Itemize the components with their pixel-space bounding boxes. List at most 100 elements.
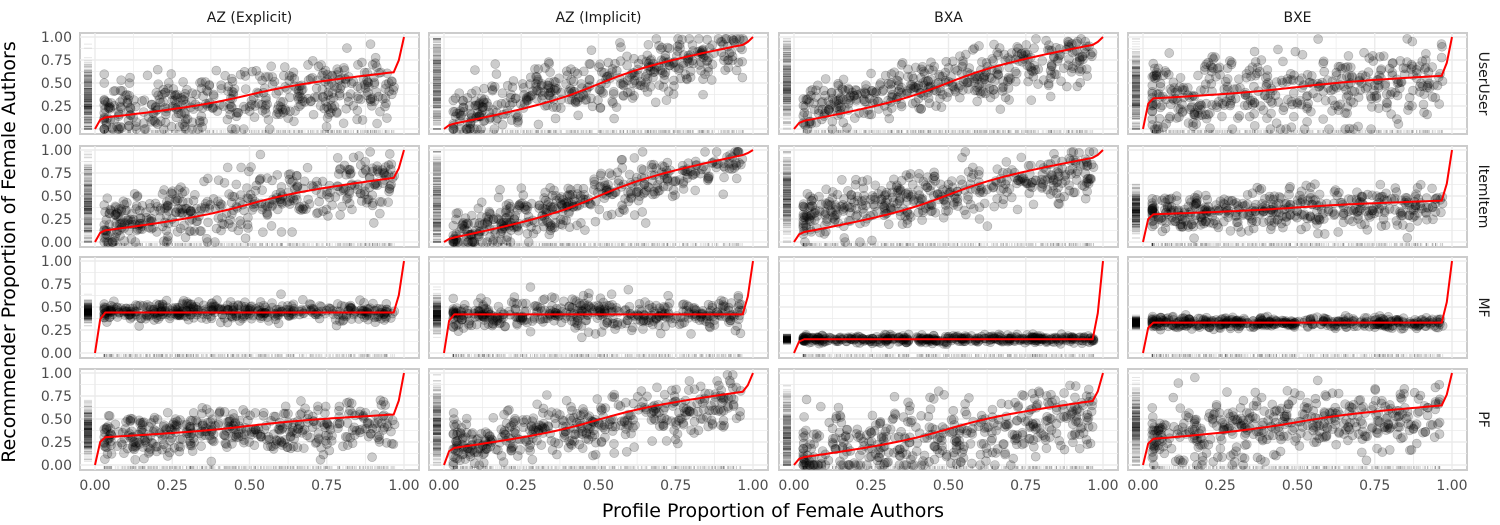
data-point	[327, 88, 338, 98]
data-point	[1249, 120, 1260, 131]
data-point	[149, 116, 160, 126]
data-point	[1252, 68, 1262, 79]
data-point	[195, 117, 205, 128]
data-point	[308, 109, 319, 120]
data-point	[979, 72, 989, 83]
data-point	[332, 107, 342, 117]
data-point	[227, 102, 237, 112]
data-point	[318, 92, 329, 102]
data-point	[586, 45, 597, 56]
data-point	[315, 101, 326, 111]
data-point	[733, 57, 744, 68]
data-point	[1242, 100, 1253, 111]
data-point	[284, 75, 295, 86]
data-point	[1222, 63, 1233, 74]
data-point	[285, 106, 295, 117]
data-point	[1199, 85, 1210, 95]
data-point	[1278, 56, 1288, 67]
data-point	[1249, 46, 1260, 57]
data-point	[918, 77, 928, 88]
data-point	[153, 90, 163, 101]
data-point	[130, 121, 141, 132]
data-point	[1167, 93, 1178, 104]
data-point	[1147, 120, 1158, 130]
data-point	[579, 66, 589, 77]
data-point	[365, 96, 376, 107]
data-point	[124, 90, 135, 101]
data-point	[227, 76, 238, 87]
data-point	[1318, 114, 1329, 124]
data-point	[896, 101, 907, 112]
data-point	[833, 80, 844, 91]
data-point	[249, 112, 260, 122]
data-point	[348, 100, 359, 111]
data-point	[694, 60, 705, 70]
data-point	[187, 117, 198, 128]
data-point	[1147, 86, 1158, 97]
data-point	[158, 97, 168, 107]
data-point	[322, 112, 333, 123]
data-point	[677, 34, 687, 45]
data-point	[278, 96, 288, 107]
data-point	[1333, 61, 1344, 72]
data-point	[208, 89, 219, 100]
data-point	[198, 116, 208, 127]
data-point	[466, 88, 477, 99]
data-point	[386, 89, 397, 100]
data-point	[99, 78, 110, 88]
data-point	[675, 43, 685, 53]
data-point	[1063, 37, 1074, 47]
data-point	[889, 67, 900, 78]
data-point	[540, 63, 550, 73]
data-point	[176, 109, 187, 119]
data-point	[607, 67, 617, 78]
data-point	[731, 34, 742, 44]
data-point	[1244, 111, 1255, 122]
data-point	[1318, 58, 1328, 69]
data-point	[380, 93, 391, 103]
data-point	[373, 91, 384, 102]
data-point	[1367, 51, 1378, 61]
data-point	[365, 39, 376, 49]
data-point	[1387, 58, 1398, 69]
data-point	[490, 59, 501, 69]
data-point	[146, 99, 157, 110]
data-point	[491, 69, 502, 79]
data-point	[1046, 59, 1057, 70]
data-point	[969, 43, 980, 54]
data-point	[152, 64, 163, 75]
data-point	[1381, 97, 1392, 108]
data-point	[942, 92, 952, 102]
data-point	[166, 121, 177, 132]
data-point	[1000, 92, 1011, 103]
data-point	[125, 102, 135, 113]
data-point	[615, 56, 626, 66]
data-point	[280, 105, 291, 116]
data-point	[295, 91, 305, 102]
data-point	[871, 88, 881, 98]
data-point	[387, 76, 397, 87]
data-point	[1023, 76, 1033, 87]
data-point	[950, 64, 960, 74]
data-point	[160, 117, 171, 128]
data-point	[99, 69, 110, 79]
data-point	[1188, 121, 1198, 132]
data-point	[724, 48, 735, 59]
data-point	[294, 101, 304, 112]
data-point	[561, 66, 572, 77]
data-point	[115, 97, 125, 108]
data-point	[1029, 43, 1039, 53]
data-point	[893, 76, 903, 86]
data-point	[198, 91, 208, 101]
data-point	[1081, 64, 1092, 74]
data-point	[654, 80, 665, 91]
data-point	[218, 101, 229, 112]
data-point	[682, 74, 692, 85]
data-point	[448, 106, 459, 117]
data-point	[1266, 83, 1277, 94]
data-point	[200, 77, 211, 87]
data-point	[950, 86, 961, 97]
data-point	[261, 108, 271, 118]
data-point	[1204, 74, 1215, 84]
data-point	[737, 72, 748, 83]
